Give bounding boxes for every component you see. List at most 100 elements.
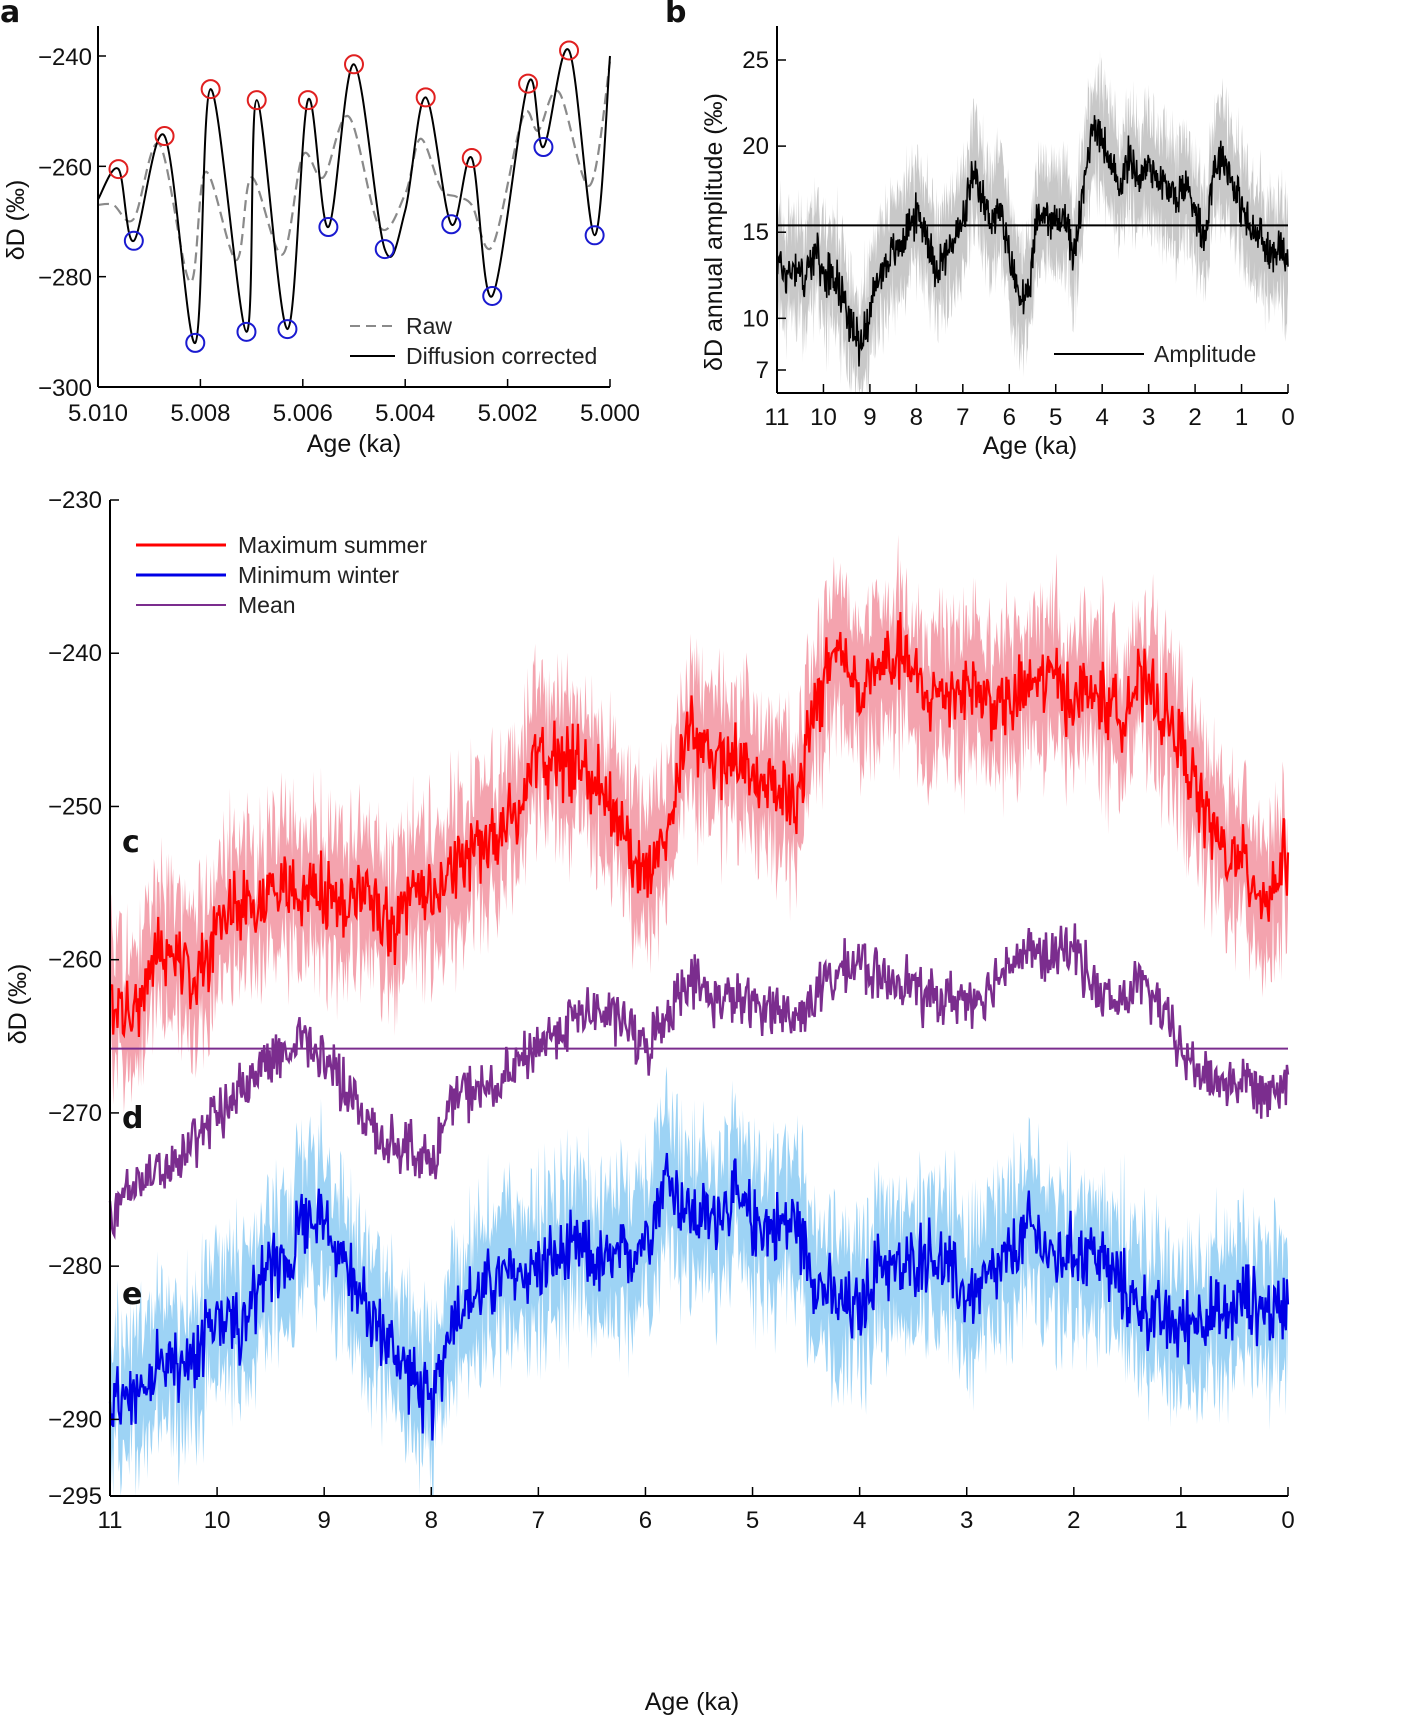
trough-marker bbox=[318, 217, 339, 238]
peak-marker bbox=[200, 79, 221, 100]
series-minimum-winter-line bbox=[108, 1152, 1290, 1441]
panel-cde-legend: Maximum summer Minimum winter Mean bbox=[136, 532, 427, 618]
panel-a-y-axis-title: δD (‰) bbox=[2, 180, 30, 261]
x-tick-label: 2 bbox=[1067, 1507, 1080, 1534]
trough-marker bbox=[185, 332, 206, 353]
series-maximum-summer-line bbox=[108, 612, 1290, 1039]
panel-cde-x-axis-title: Age (ka) bbox=[645, 1688, 739, 1716]
trough-marker bbox=[374, 239, 395, 260]
panel-a-legend: Raw Diffusion corrected bbox=[350, 313, 597, 369]
x-tick-label: 5 bbox=[746, 1507, 759, 1534]
x-tick-label: 5.000 bbox=[580, 400, 640, 427]
legend-label-minimum-winter: Minimum winter bbox=[238, 562, 399, 588]
panel-d-letter: d bbox=[122, 1101, 143, 1136]
x-tick-label: 5.002 bbox=[478, 400, 538, 427]
panel-a-axes: 5.010 5.008 5.006 5.004 5.002 5.000 −240 −260 −2… bbox=[38, 26, 640, 427]
x-tick-label: 6 bbox=[1003, 404, 1016, 431]
x-tick-label: 5.008 bbox=[170, 400, 230, 427]
x-tick-label: 5.004 bbox=[375, 400, 435, 427]
y-tick-label: 15 bbox=[742, 219, 769, 246]
series-mean-line bbox=[108, 923, 1290, 1240]
y-tick-label: −260 bbox=[38, 154, 92, 181]
x-tick-label: 4 bbox=[853, 1507, 866, 1534]
y-tick-label: −240 bbox=[38, 44, 92, 71]
peak-marker bbox=[344, 54, 364, 75]
peak-marker bbox=[559, 40, 580, 61]
x-tick-label: 1 bbox=[1174, 1507, 1187, 1534]
panel-cde-plot-area bbox=[108, 534, 1290, 1496]
x-tick-label: 8 bbox=[910, 404, 923, 431]
series-diffusion-corrected-line bbox=[97, 48, 611, 344]
x-tick-label: 5 bbox=[1049, 404, 1062, 431]
panel-a-letter: a bbox=[0, 0, 20, 30]
panel-b-legend: Amplitude bbox=[1054, 341, 1256, 367]
y-tick-label: −250 bbox=[48, 793, 102, 820]
series-raw-line bbox=[97, 61, 612, 284]
panel-cde-axes: 11 10 9 8 7 6 5 4 3 2 1 0−230−240−250−260−270−280−2… bbox=[48, 487, 1295, 1534]
x-tick-label: 5.010 bbox=[68, 400, 128, 427]
trough-marker bbox=[533, 137, 554, 158]
trough-marker bbox=[123, 230, 144, 251]
legend-label-raw: Raw bbox=[406, 313, 452, 339]
x-tick-label: 4 bbox=[1096, 404, 1109, 431]
trough-marker bbox=[441, 214, 462, 235]
panel-a-x-axis-title: Age (ka) bbox=[307, 430, 401, 458]
legend-label-mean: Mean bbox=[238, 592, 296, 618]
peak-marker bbox=[518, 73, 539, 94]
x-tick-label: 9 bbox=[863, 404, 876, 431]
x-tick-label: 3 bbox=[960, 1507, 973, 1534]
x-tick-label: 0 bbox=[1281, 404, 1294, 431]
panel-c-letter: c bbox=[122, 825, 140, 860]
panel-b-y-axis-title: δD annual amplitude (‰) bbox=[700, 93, 728, 371]
peak-marker bbox=[297, 90, 318, 111]
panel-a-plot-area bbox=[97, 40, 612, 353]
x-tick-label: 8 bbox=[425, 1507, 438, 1534]
y-tick-label: −270 bbox=[48, 1100, 102, 1127]
peak-marker bbox=[154, 125, 175, 146]
x-tick-label: 7 bbox=[956, 404, 969, 431]
y-tick-label: −230 bbox=[48, 487, 102, 514]
x-tick-label: 1 bbox=[1235, 404, 1248, 431]
peak-marker bbox=[415, 87, 436, 108]
trough-marker bbox=[584, 225, 605, 246]
trough-marker bbox=[236, 321, 257, 342]
x-tick-label: 0 bbox=[1281, 1507, 1294, 1534]
panel-b-plot-area bbox=[776, 49, 1289, 393]
x-tick-label: 6 bbox=[639, 1507, 652, 1534]
x-tick-label: 11 bbox=[98, 1507, 123, 1534]
x-tick-label: 10 bbox=[810, 404, 837, 431]
y-tick-label: 10 bbox=[742, 305, 769, 332]
panel-cde-y-axis-title: δD (‰) bbox=[4, 964, 32, 1045]
legend-label-diffusion-corrected: Diffusion corrected bbox=[406, 343, 597, 369]
y-tick-label: 20 bbox=[742, 133, 769, 160]
minimum-winter-uncertainty-band bbox=[110, 1066, 1288, 1496]
panel-e-letter: e bbox=[122, 1277, 142, 1312]
y-tick-label: −280 bbox=[48, 1253, 102, 1280]
y-tick-label: −240 bbox=[48, 640, 102, 667]
x-tick-label: 9 bbox=[318, 1507, 331, 1534]
x-tick-label: 10 bbox=[204, 1507, 231, 1534]
y-tick-label: −295 bbox=[48, 1483, 102, 1510]
amplitude-uncertainty-band bbox=[777, 49, 1288, 393]
trough-marker bbox=[277, 319, 298, 340]
peak-marker bbox=[246, 90, 267, 111]
peak-marker bbox=[461, 148, 482, 169]
x-tick-label: 11 bbox=[765, 404, 790, 431]
y-tick-label: 25 bbox=[742, 47, 769, 74]
legend-label-amplitude: Amplitude bbox=[1154, 341, 1256, 367]
panel-a: a 5.010 5.008 5.006 5.004 5.002 5.000 −240 −260… bbox=[0, 0, 640, 458]
trough-marker bbox=[482, 285, 503, 306]
panel-b-letter: b bbox=[665, 0, 686, 30]
x-tick-label: 5.006 bbox=[273, 400, 333, 427]
x-tick-label: 7 bbox=[532, 1507, 545, 1534]
y-tick-label: −260 bbox=[48, 947, 102, 974]
panel-b-x-axis-title: Age (ka) bbox=[983, 432, 1077, 460]
y-tick-label: −290 bbox=[48, 1406, 102, 1433]
y-tick-label: 7 bbox=[756, 357, 769, 384]
x-tick-label: 3 bbox=[1142, 404, 1155, 431]
y-tick-label: −280 bbox=[38, 265, 92, 292]
x-tick-label: 2 bbox=[1188, 404, 1201, 431]
